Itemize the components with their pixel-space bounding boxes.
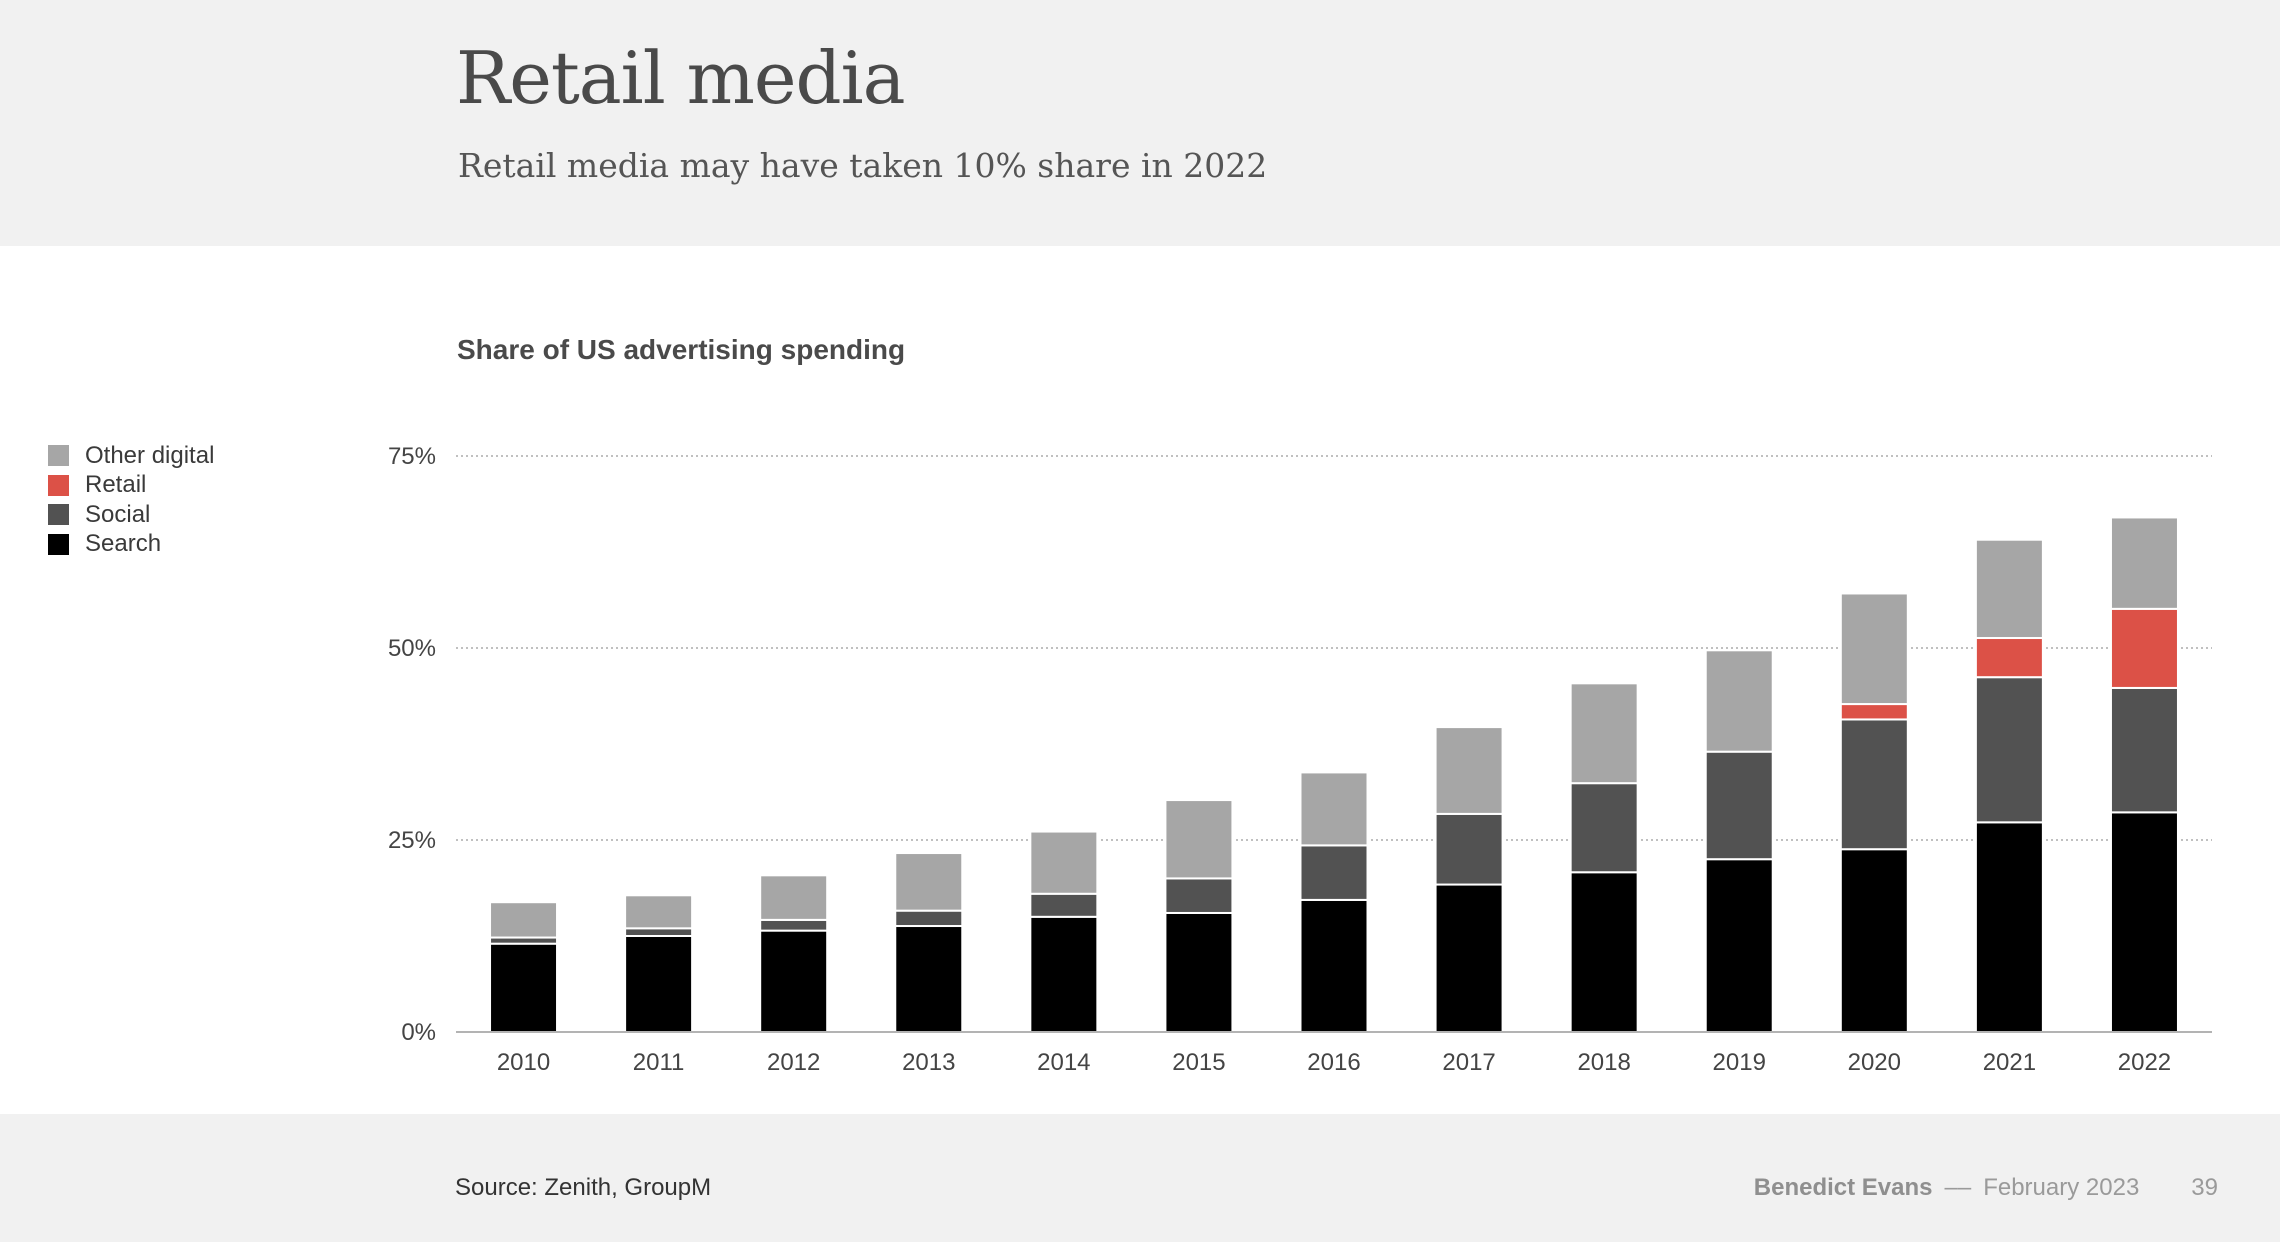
legend-swatch-other-digital — [48, 445, 69, 467]
x-tick-label: 2019 — [1713, 1049, 1766, 1076]
legend-swatch-search — [48, 533, 69, 555]
bar-segment-social — [1974, 676, 2044, 824]
x-tick-label: 2020 — [1848, 1049, 1901, 1076]
legend-item-search: Search — [48, 530, 214, 560]
legend-swatch-social — [48, 504, 69, 526]
x-tick-label: 2022 — [2118, 1049, 2171, 1076]
bar-segment-search — [489, 942, 559, 1033]
header-band: Retail media Retail media may have taken… — [0, 0, 2280, 246]
bar-segment-other-digital — [624, 894, 694, 930]
bar-segment-search — [1299, 898, 1369, 1033]
separator: –– — [1944, 1174, 1972, 1201]
bar-segment-social — [1434, 812, 1504, 886]
bar-segment-other-digital — [2109, 516, 2179, 610]
x-tick-label: 2014 — [1037, 1049, 1090, 1076]
legend-swatch-retail — [48, 474, 69, 496]
bar-segment-other-digital — [1164, 799, 1234, 880]
bar-segment-social — [1839, 718, 1909, 851]
stacked-bar-chart: 0% 25% 50% 75% 2010 2011 2012 2013 2014 2015 2016 2… — [388, 443, 2212, 1076]
bar-segment-search — [624, 935, 694, 1033]
x-tick-label: 2012 — [767, 1049, 820, 1076]
bar-segment-search — [1569, 871, 1639, 1033]
bar-segment-search — [1164, 911, 1234, 1034]
publication-date: February 2023 — [1983, 1174, 2140, 1201]
bar-segment-social — [1299, 844, 1369, 901]
bar-segment-search — [2109, 811, 2179, 1033]
bar-segment-other-digital — [1434, 726, 1504, 815]
bar-segment-social — [624, 927, 694, 938]
bar-segment-social — [1569, 782, 1639, 874]
bar-segment-search — [1974, 821, 2044, 1033]
x-tick-label: 2013 — [902, 1049, 955, 1076]
bar-segment-social — [894, 909, 964, 928]
legend-item-other-digital: Other digital — [48, 441, 214, 471]
x-tick-label: 2016 — [1307, 1049, 1360, 1076]
chart-legend: Other digital Retail Social Search — [48, 441, 214, 559]
bar-segment-social — [2109, 686, 2179, 814]
y-tick-label: 25% — [388, 827, 436, 854]
bar-segment-other-digital — [894, 852, 964, 912]
bar-segment-retail — [1839, 703, 1909, 721]
legend-label: Other digital — [85, 441, 215, 469]
page-subtitle: Retail media may have taken 10% share in… — [458, 146, 1268, 185]
author-name: Benedict Evans — [1753, 1174, 1933, 1201]
bar-segment-social — [1704, 750, 1774, 861]
bar-segment-search — [759, 929, 829, 1034]
bar-segment-other-digital — [1974, 538, 2044, 640]
bar-segment-other-digital — [1299, 771, 1369, 847]
y-tick-label: 50% — [388, 635, 436, 662]
page-title: Retail media — [456, 36, 906, 120]
bar-segment-other-digital — [1029, 830, 1099, 895]
x-tick-label: 2011 — [633, 1049, 685, 1076]
bar-segment-other-digital — [489, 901, 559, 939]
credits: Benedict Evans –– February 2023 39 — [1754, 1174, 2218, 1202]
x-tick-label: 2010 — [497, 1049, 550, 1076]
x-tick-label: 2021 — [1983, 1049, 2036, 1076]
bar-segment-social — [1029, 892, 1099, 918]
legend-item-social: Social — [48, 500, 214, 530]
source-note: Source: Zenith, GroupM — [455, 1174, 712, 1201]
page-number: 39 — [2191, 1174, 2218, 1201]
bar-segment-other-digital — [1839, 592, 1909, 706]
bar-segment-retail — [1974, 637, 2044, 679]
legend-label: Search — [85, 530, 162, 558]
x-tick-label: 2017 — [1442, 1049, 1495, 1076]
bar-segment-social — [759, 918, 829, 932]
bar-segment-retail — [2109, 607, 2179, 689]
bar-segment-other-digital — [1569, 682, 1639, 785]
bar-segment-other-digital — [759, 874, 829, 921]
chart-title: Share of US advertising spending — [457, 334, 906, 365]
bar-segment-search — [1839, 848, 1909, 1033]
bar-segment-search — [1029, 915, 1099, 1033]
bar-segment-search — [1434, 883, 1504, 1033]
bar-segment-search — [894, 925, 964, 1033]
y-tick-label: 0% — [401, 1019, 436, 1046]
bar-segment-other-digital — [1704, 649, 1774, 753]
x-tick-label: 2018 — [1577, 1049, 1630, 1076]
bar-segment-search — [1704, 858, 1774, 1034]
bar-segment-social — [1164, 877, 1234, 914]
legend-label: Retail — [85, 471, 147, 499]
legend-label: Social — [85, 500, 151, 528]
y-tick-label: 75% — [388, 443, 436, 470]
footer-band: Source: Zenith, GroupM Benedict Evans –– F… — [0, 1114, 2280, 1242]
x-tick-label: 2015 — [1172, 1049, 1225, 1076]
legend-item-retail: Retail — [48, 471, 214, 501]
